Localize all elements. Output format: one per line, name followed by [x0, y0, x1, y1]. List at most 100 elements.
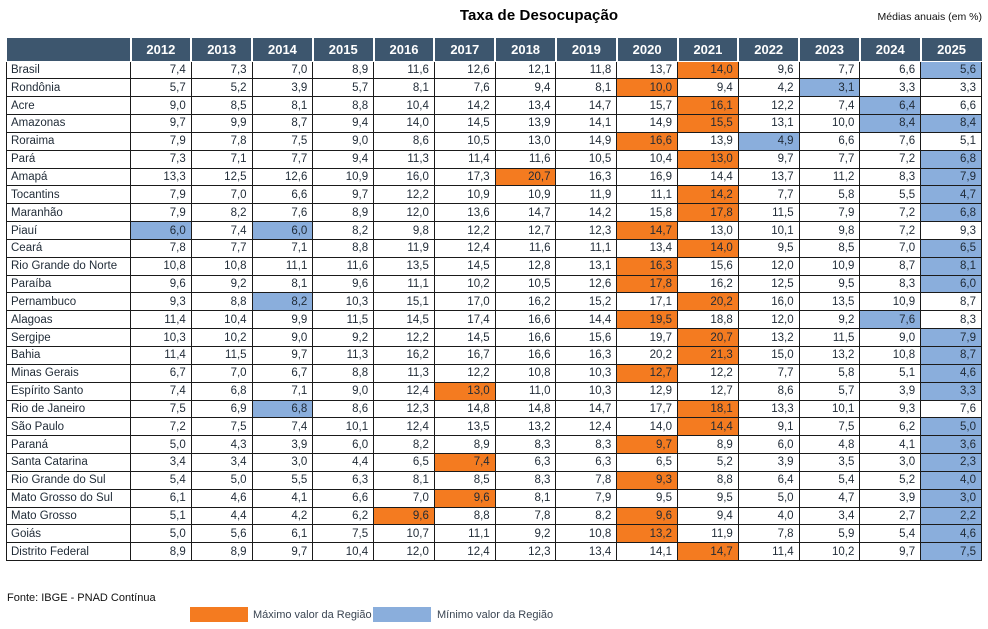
region-name-cell: Goiás [6, 524, 131, 544]
value-cell: 7,4 [251, 417, 314, 437]
value-cell: 11,0 [494, 381, 557, 401]
value-cell: 20,2 [616, 346, 679, 365]
value-cell: 18,8 [677, 310, 739, 330]
region-name-cell: Ceará [6, 238, 131, 258]
value-cell: 5,7 [798, 381, 861, 401]
value-cell: 14,7 [555, 96, 618, 116]
region-name-cell: Bahia [6, 346, 131, 365]
value-cell: 11,5 [737, 203, 800, 223]
value-cell: 13,7 [616, 60, 679, 80]
value-cell: 12,2 [433, 363, 496, 383]
value-cell: 8,3 [859, 274, 922, 294]
value-cell: 10,5 [433, 131, 496, 151]
value-cell: 11,4 [737, 542, 800, 562]
value-cell: 12,2 [677, 363, 739, 383]
value-cell: 12,3 [373, 399, 435, 419]
value-cell: 8,3 [920, 310, 982, 330]
value-cell: 11,6 [494, 238, 557, 258]
value-cell: 8,9 [312, 60, 375, 80]
region-name-cell: Paraná [6, 435, 131, 455]
value-cell: 12,3 [555, 221, 618, 240]
value-cell: 13,5 [373, 256, 435, 276]
value-cell: 7,9 [130, 203, 192, 223]
region-name-cell: Maranhão [6, 203, 131, 223]
value-cell: 6,0 [251, 221, 314, 240]
value-cell: 7,8 [130, 238, 192, 258]
value-cell: 7,6 [920, 399, 982, 419]
value-cell: 9,6 [616, 506, 679, 526]
value-cell: 11,9 [555, 185, 618, 205]
value-cell: 5,1 [859, 363, 922, 383]
value-cell: 8,2 [312, 221, 375, 240]
value-cell: 14,4 [677, 167, 739, 187]
value-cell: 7,7 [251, 149, 314, 169]
table-row: Santa Catarina 3,4 3,4 3,0 4,4 6,5 7,4 6,3 6,3 6,… [6, 453, 982, 472]
value-cell: 9,4 [677, 506, 739, 526]
value-cell: 7,4 [798, 96, 861, 116]
value-cell: 4,1 [251, 488, 314, 508]
value-cell: 13,2 [737, 328, 800, 347]
value-cell: 5,6 [190, 524, 253, 544]
value-cell: 5,1 [920, 131, 982, 151]
value-cell: 4,6 [190, 488, 253, 508]
value-cell: 14,9 [616, 114, 679, 133]
value-cell: 7,7 [737, 185, 800, 205]
value-cell: 10,1 [312, 417, 375, 437]
value-cell: 5,8 [798, 185, 861, 205]
value-cell: 14,8 [433, 399, 496, 419]
value-cell: 9,7 [616, 435, 679, 455]
value-cell: 6,5 [616, 453, 679, 472]
value-cell: 12,3 [494, 542, 557, 562]
value-cell: 12,0 [737, 310, 800, 330]
table-row: Bahia 11,4 11,5 9,7 11,3 16,2 16,7 16,6 16,3 20,2… [6, 346, 982, 365]
table-row: Goiás 5,0 5,6 6,1 7,5 10,7 11,1 9,2 10,8 13,2 11,9… [6, 524, 982, 544]
table-row: Espírito Santo 7,4 6,8 7,1 9,0 12,4 13,0 11,0 10… [6, 381, 982, 401]
value-cell: 8,9 [312, 203, 375, 223]
value-cell: 17,1 [616, 292, 679, 312]
value-cell: 8,2 [373, 435, 435, 455]
value-cell: 4,9 [737, 131, 800, 151]
year-header-cell: 2021 [676, 38, 739, 62]
value-cell: 11,5 [798, 328, 861, 347]
value-cell: 5,4 [130, 470, 192, 490]
value-cell: 11,6 [373, 60, 435, 80]
value-cell: 7,1 [251, 238, 314, 258]
value-cell: 11,1 [373, 274, 435, 294]
page-title: Taxa de Desocupação [459, 7, 619, 24]
value-cell: 16,2 [677, 274, 739, 294]
min-legend-label: Mínimo valor da Região [437, 609, 554, 621]
value-cell: 3,0 [920, 488, 982, 508]
value-cell: 9,0 [859, 328, 922, 347]
value-cell: 14,7 [677, 542, 739, 562]
value-cell: 6,6 [859, 60, 922, 80]
value-cell: 3,4 [798, 506, 861, 526]
value-cell: 11,1 [555, 238, 618, 258]
value-cell: 15,1 [373, 292, 435, 312]
region-name-cell: Distrito Federal [6, 542, 131, 562]
value-cell: 7,8 [555, 470, 618, 490]
value-cell: 9,3 [616, 470, 679, 490]
value-cell: 10,8 [130, 256, 192, 276]
value-cell: 10,9 [433, 185, 496, 205]
value-cell: 12,7 [494, 221, 557, 240]
value-cell: 9,6 [433, 488, 496, 508]
value-cell: 13,1 [555, 256, 618, 276]
value-cell: 12,4 [373, 381, 435, 401]
value-cell: 7,4 [130, 381, 192, 401]
value-cell: 5,4 [859, 524, 922, 544]
value-cell: 7,7 [798, 60, 861, 80]
value-cell: 6,0 [130, 221, 192, 240]
value-cell: 5,0 [130, 435, 192, 455]
value-cell: 3,0 [251, 453, 314, 472]
value-cell: 6,5 [373, 453, 435, 472]
year-header-cell: 2019 [554, 38, 617, 62]
value-cell: 13,3 [737, 399, 800, 419]
value-cell: 15,2 [555, 292, 618, 312]
region-name-cell: Rio Grande do Sul [6, 470, 131, 490]
value-cell: 3,5 [798, 453, 861, 472]
value-cell: 10,8 [859, 346, 922, 365]
value-cell: 14,4 [677, 417, 739, 437]
value-cell: 13,4 [494, 96, 557, 116]
value-cell: 17,3 [433, 167, 496, 187]
value-cell: 3,3 [920, 381, 982, 401]
